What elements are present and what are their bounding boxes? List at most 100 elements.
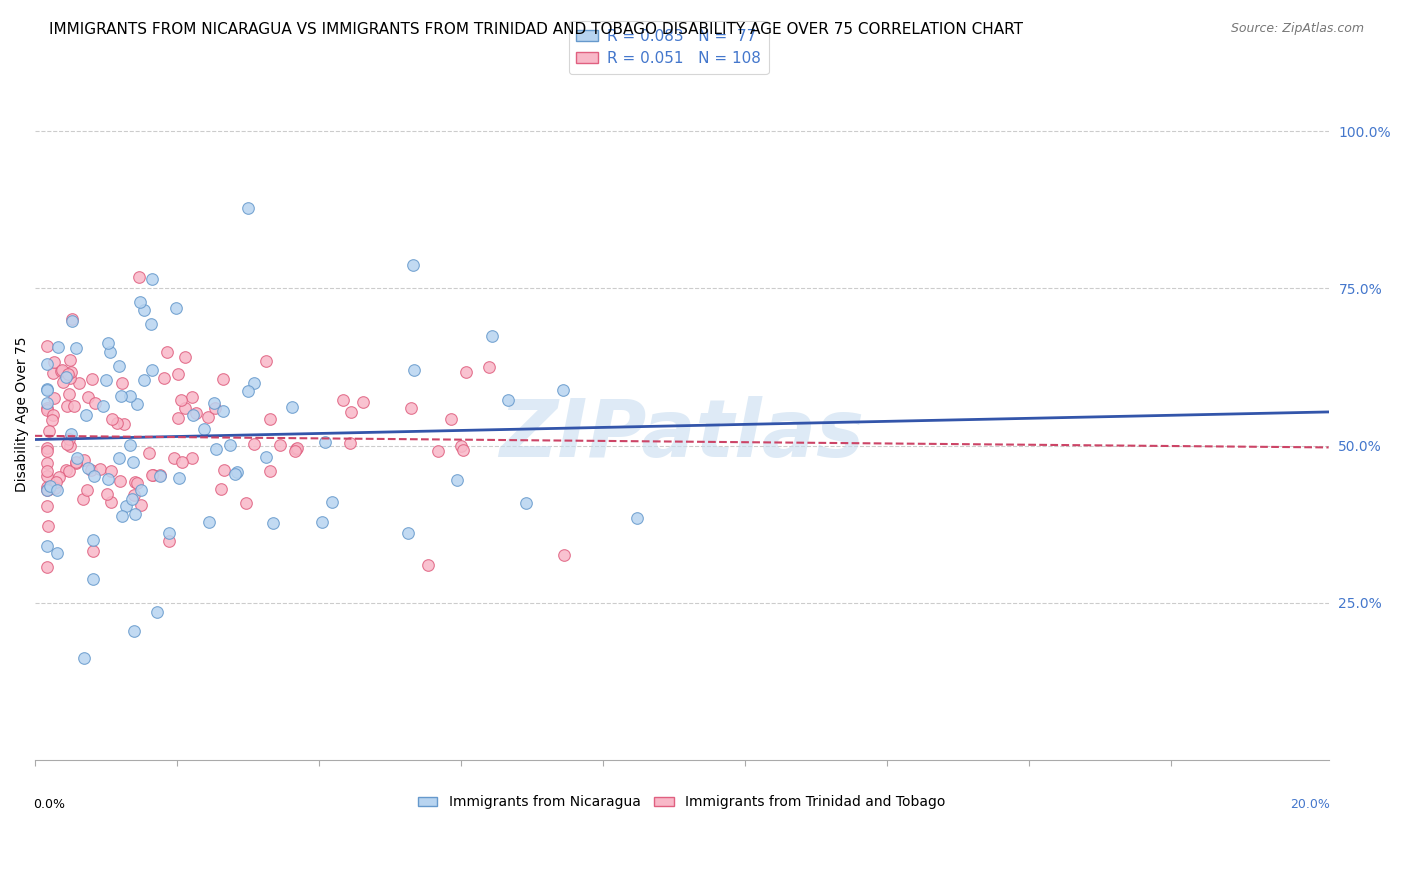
Point <box>59 370 82 384</box>
Point <box>426 444 449 458</box>
Point <box>38 479 60 493</box>
Point <box>149 468 172 483</box>
Point <box>112 417 135 431</box>
Point <box>186 406 208 420</box>
Point <box>38 482 60 496</box>
Point <box>285 442 308 456</box>
Point <box>125 397 148 411</box>
Point <box>38 424 60 438</box>
Point <box>37 444 59 458</box>
Point <box>124 488 146 502</box>
Point <box>167 410 190 425</box>
Point <box>321 495 343 509</box>
Point <box>311 516 333 530</box>
Point <box>224 467 246 481</box>
Point <box>163 451 186 466</box>
Point <box>58 464 80 478</box>
Point <box>204 442 226 456</box>
Point <box>37 441 59 455</box>
Point <box>259 464 281 478</box>
Point <box>108 359 131 373</box>
Text: IMMIGRANTS FROM NICARAGUA VS IMMIGRANTS FROM TRINIDAD AND TOBAGO DISABILITY AGE : IMMIGRANTS FROM NICARAGUA VS IMMIGRANTS … <box>49 22 1024 37</box>
Point <box>141 467 163 482</box>
Point <box>128 295 150 310</box>
Point <box>226 465 249 479</box>
Point <box>122 624 145 639</box>
Point <box>91 399 114 413</box>
Point <box>446 473 468 487</box>
Point <box>59 438 82 452</box>
Point <box>41 412 63 426</box>
Point <box>105 416 128 430</box>
Point <box>96 487 118 501</box>
Point <box>96 373 118 387</box>
Point <box>198 515 221 529</box>
Point <box>111 509 134 524</box>
Point <box>37 396 59 410</box>
Point <box>65 455 87 469</box>
Point <box>259 412 281 426</box>
Point <box>340 405 363 419</box>
Point <box>165 301 187 316</box>
Point <box>44 391 66 405</box>
Point <box>37 480 59 494</box>
Point <box>45 475 67 490</box>
Point <box>142 468 165 483</box>
Point <box>37 384 59 398</box>
Point <box>314 435 336 450</box>
Point <box>124 475 146 489</box>
Point <box>55 463 77 477</box>
Point <box>83 396 105 410</box>
Point <box>138 446 160 460</box>
Point <box>269 438 291 452</box>
Point <box>42 355 65 369</box>
Point <box>101 412 124 426</box>
Point <box>416 558 439 573</box>
Point <box>283 443 305 458</box>
Point <box>496 393 519 408</box>
Point <box>202 395 225 409</box>
Point <box>56 368 79 382</box>
Point <box>236 384 259 398</box>
Point <box>284 442 307 456</box>
Point <box>396 526 419 541</box>
Point <box>37 357 59 371</box>
Point <box>77 390 100 404</box>
Point <box>145 605 167 619</box>
Point <box>80 372 103 386</box>
Point <box>73 452 96 467</box>
Point <box>214 463 236 477</box>
Point <box>553 383 575 397</box>
Point <box>141 272 163 286</box>
Point <box>243 437 266 451</box>
Point <box>238 201 260 215</box>
Point <box>402 258 425 272</box>
Point <box>58 432 80 446</box>
Point <box>235 496 257 510</box>
Point <box>60 312 83 326</box>
Point <box>89 461 111 475</box>
Point <box>82 543 104 558</box>
Point <box>121 455 143 469</box>
Point <box>42 408 65 422</box>
Point <box>450 439 472 453</box>
Point <box>156 345 179 359</box>
Point <box>66 450 89 465</box>
Point <box>62 314 84 328</box>
Point <box>280 400 302 414</box>
Point <box>149 468 172 483</box>
Y-axis label: Disability Age Over 75: Disability Age Over 75 <box>15 336 30 491</box>
Point <box>339 436 361 450</box>
Point <box>37 401 59 415</box>
Point <box>134 373 156 387</box>
Point <box>56 400 79 414</box>
Point <box>167 367 190 381</box>
Point <box>129 483 152 497</box>
Point <box>174 350 197 364</box>
Point <box>332 392 354 407</box>
Point <box>515 495 537 509</box>
Text: 0.0%: 0.0% <box>34 797 65 811</box>
Point <box>157 526 180 541</box>
Text: 20.0%: 20.0% <box>1291 797 1330 811</box>
Point <box>107 450 129 465</box>
